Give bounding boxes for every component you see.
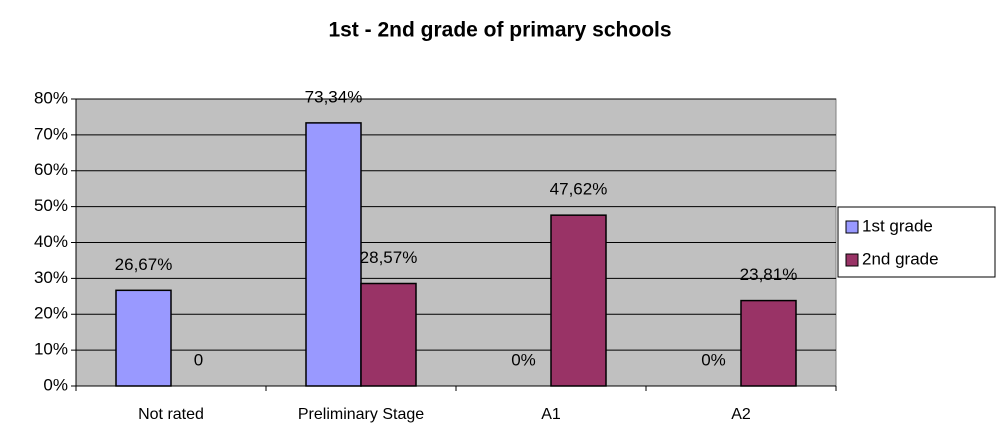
y-tick-label: 50%	[34, 196, 68, 215]
value-label: 73,34%	[305, 87, 363, 106]
bar	[305, 122, 362, 387]
legend-swatch	[845, 220, 859, 234]
x-tick-label: A2	[731, 406, 751, 423]
bar	[115, 289, 172, 387]
y-tick-label: 80%	[34, 88, 68, 107]
x-tick-label: A1	[541, 406, 561, 423]
value-label: 0	[194, 350, 203, 369]
y-tick-label: 20%	[34, 304, 68, 323]
value-label: 23,81%	[740, 265, 798, 284]
legend-label: 2nd grade	[862, 249, 939, 268]
bar	[360, 282, 417, 387]
y-tick-label: 10%	[34, 340, 68, 359]
bar	[550, 214, 607, 387]
y-tick-label: 0%	[43, 375, 68, 394]
value-label: 26,67%	[115, 255, 173, 274]
legend-label: 1st grade	[862, 216, 933, 235]
x-tick-label: Preliminary Stage	[298, 406, 424, 423]
value-label: 47,62%	[550, 180, 608, 199]
legend-swatch	[845, 253, 859, 267]
y-tick-label: 60%	[34, 160, 68, 179]
bar	[740, 299, 797, 387]
value-label: 28,57%	[360, 248, 418, 267]
y-tick-label: 30%	[34, 268, 68, 287]
chart-title: 1st - 2nd grade of primary schools	[328, 19, 671, 42]
value-label: 0%	[701, 350, 726, 369]
legend-box	[837, 206, 996, 278]
value-label: 0%	[511, 350, 536, 369]
x-tick-label: Not rated	[138, 406, 204, 423]
y-tick-label: 70%	[34, 124, 68, 143]
y-tick-label: 40%	[34, 232, 68, 251]
